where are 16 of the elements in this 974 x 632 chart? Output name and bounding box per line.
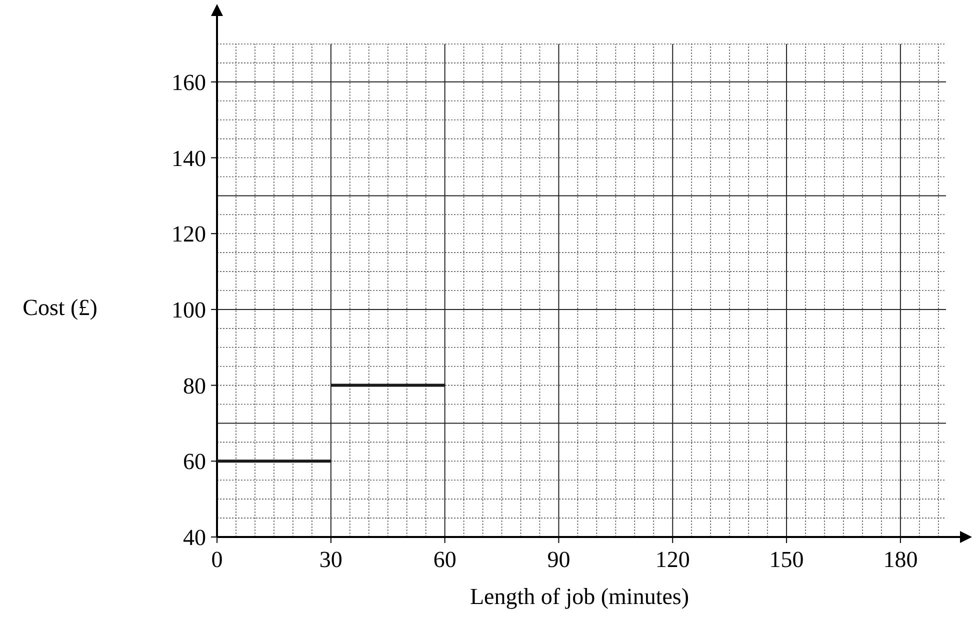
x-tick-label: 60	[433, 547, 456, 572]
x-tick-label: 0	[211, 547, 223, 572]
y-tick-label: 120	[172, 222, 206, 247]
x-axis-title: Length of job (minutes)	[470, 584, 690, 609]
x-tick-label: 120	[655, 547, 690, 572]
y-tick-label: 80	[183, 373, 206, 398]
x-tick-label: 180	[883, 547, 918, 572]
y-tick-label: 60	[183, 449, 206, 474]
y-tick-label: 100	[172, 297, 206, 322]
y-tick-label: 160	[172, 70, 206, 95]
x-tick-label: 90	[547, 547, 570, 572]
x-tick-label: 150	[769, 547, 804, 572]
y-tick-label: 40	[183, 525, 206, 550]
y-tick-label: 140	[172, 146, 206, 171]
y-axis-title: Cost (£)	[22, 295, 98, 320]
x-tick-label: 30	[319, 547, 342, 572]
